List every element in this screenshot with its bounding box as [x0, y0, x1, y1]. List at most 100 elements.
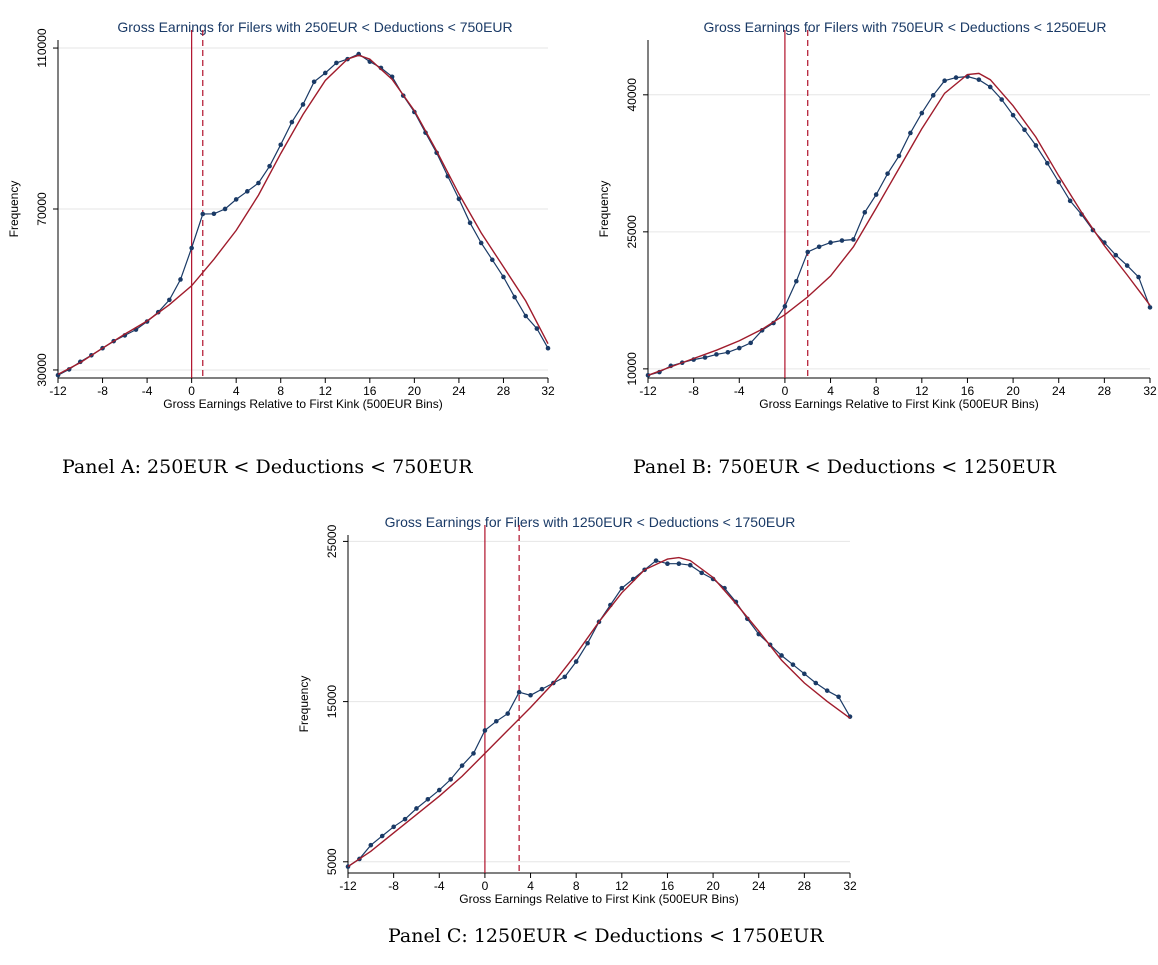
data-point	[919, 110, 925, 116]
data-point	[619, 585, 625, 591]
y-tick-label: 30000	[35, 353, 49, 387]
x-tick-label: 32	[541, 384, 555, 398]
x-tick-label: 24	[452, 384, 466, 398]
x-tick-label: 8	[573, 879, 580, 893]
data-point	[1033, 143, 1039, 148]
data-point	[999, 97, 1004, 102]
x-tick-label: -12	[49, 384, 67, 398]
x-tick-label: 4	[233, 384, 240, 398]
x-tick-label: -12	[639, 384, 657, 398]
data-point	[839, 238, 845, 243]
data-point	[1136, 274, 1141, 280]
panel-c-svg: Gross Earnings for Filers with 1250EUR <…	[297, 514, 857, 906]
data-point	[478, 240, 484, 246]
data-point	[896, 153, 902, 159]
panel-a-caption: Panel A: 250EUR < Deductions < 750EUR	[62, 456, 473, 478]
data-point	[539, 686, 545, 692]
x-axis-label: Gross Earnings Relative to First Kink (5…	[163, 397, 442, 411]
x-tick-label: 16	[661, 879, 675, 893]
data-point	[414, 806, 419, 811]
data-point	[425, 796, 431, 802]
data-point	[379, 833, 385, 839]
data-point	[1124, 263, 1130, 268]
x-axis-label: Gross Earnings Relative to First Kink (5…	[759, 397, 1038, 411]
x-tick-label: 4	[827, 384, 834, 398]
x-tick-label: -4	[734, 384, 745, 398]
y-tick-label: 5000	[325, 848, 339, 875]
x-tick-label: 32	[843, 879, 857, 893]
data-point	[471, 751, 476, 756]
x-tick-label: -8	[688, 384, 699, 398]
x-tick-label: -12	[339, 879, 357, 893]
data-point	[211, 211, 217, 217]
x-tick-label: 20	[706, 879, 720, 893]
chart-title: Gross Earnings for Filers with 750EUR < …	[703, 19, 1106, 35]
data-point	[851, 237, 856, 242]
chart-title: Gross Earnings for Filers with 250EUR < …	[117, 19, 512, 35]
data-point	[676, 561, 682, 566]
data-point	[311, 79, 317, 85]
data-point	[953, 75, 959, 80]
data-point	[501, 274, 506, 280]
panel-c-caption: Panel C: 1250EUR < Deductions < 1750EUR	[388, 925, 824, 947]
data-point	[779, 653, 784, 658]
data-point	[528, 692, 533, 698]
data-point	[725, 349, 731, 355]
data-point	[490, 257, 495, 263]
x-tick-label: 8	[873, 384, 880, 398]
x-tick-label: 24	[752, 879, 766, 893]
data-point	[448, 777, 453, 782]
data-point	[1147, 305, 1153, 310]
data-point	[545, 345, 551, 351]
data-point	[816, 244, 822, 250]
y-tick-label: 70000	[35, 192, 49, 226]
x-tick-label: 28	[1098, 384, 1112, 398]
data-point	[987, 84, 993, 90]
data-point	[482, 728, 488, 733]
x-tick-label: 20	[1006, 384, 1020, 398]
fitted-curve	[347, 556, 851, 868]
data-point	[233, 197, 239, 202]
x-tick-label: 4	[527, 879, 534, 893]
x-tick-label: 24	[1052, 384, 1066, 398]
data-point	[256, 180, 261, 186]
data-point	[167, 297, 172, 303]
x-tick-label: -4	[142, 384, 153, 398]
data-point	[562, 674, 568, 680]
x-tick-label: 28	[497, 384, 511, 398]
data-point	[322, 70, 328, 76]
y-tick-label: 10000	[625, 352, 639, 386]
data-point	[1067, 198, 1073, 204]
data-point	[573, 659, 579, 664]
data-point	[665, 561, 670, 566]
y-tick-label: 15000	[325, 685, 339, 719]
y-tick-label: 40000	[625, 78, 639, 112]
data-point	[908, 130, 913, 136]
data-point	[459, 763, 465, 768]
data-point	[512, 294, 517, 300]
x-tick-label: 32	[1143, 384, 1157, 398]
data-point	[334, 60, 339, 66]
fitted-curve	[647, 72, 1151, 376]
x-tick-label: 8	[277, 384, 284, 398]
y-tick-label: 25000	[325, 524, 339, 558]
panel-c-chart: Gross Earnings for Filers with 1250EUR <…	[290, 495, 868, 915]
data-point	[824, 688, 830, 693]
y-axis-label: Frequency	[7, 181, 21, 238]
x-tick-label: 16	[961, 384, 975, 398]
fitted-curve	[57, 54, 549, 376]
x-tick-label: 12	[915, 384, 929, 398]
data-point	[267, 163, 272, 169]
data-point	[391, 824, 396, 830]
data-point	[805, 249, 811, 255]
x-tick-label: 28	[798, 879, 812, 893]
data-point	[687, 562, 693, 568]
y-tick-label: 110000	[35, 28, 49, 67]
panel-b-chart: Gross Earnings for Filers with 750EUR < …	[580, 0, 1158, 420]
observed-line	[647, 75, 1151, 376]
panel-a-svg: Gross Earnings for Filers with 250EUR < …	[7, 19, 555, 411]
data-point	[189, 245, 194, 251]
data-point	[930, 93, 936, 98]
x-tick-label: -8	[388, 879, 399, 893]
data-point	[885, 171, 890, 176]
